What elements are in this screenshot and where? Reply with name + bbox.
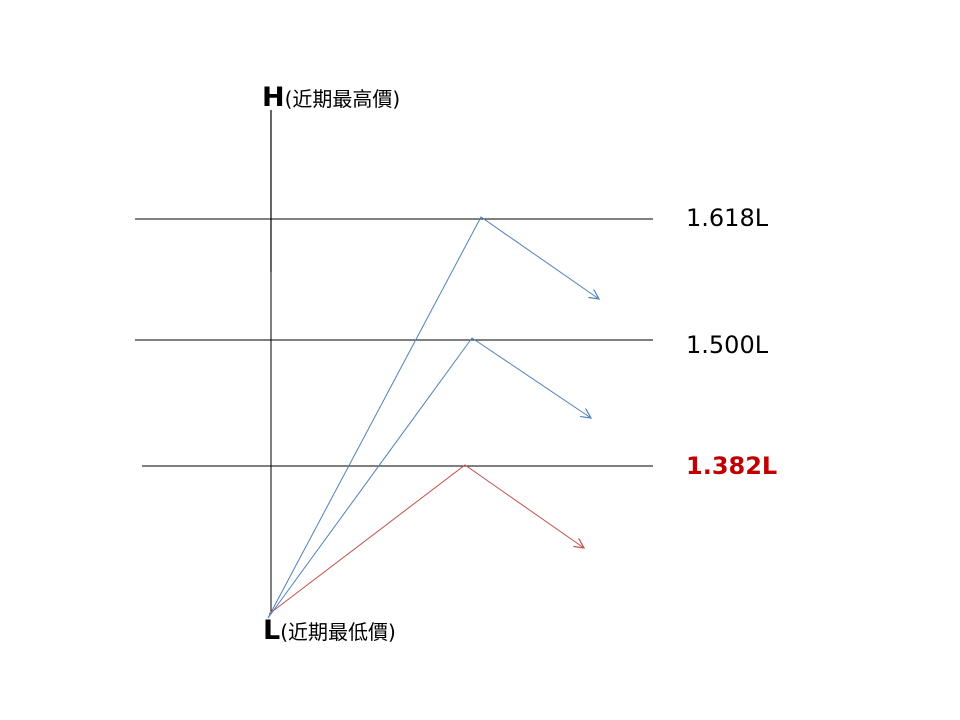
- high-letter: H: [262, 82, 285, 113]
- arrow-path-1382: [268, 464, 584, 615]
- low-text: (近期最低價): [280, 620, 396, 644]
- high-price-label: H(近期最高價): [262, 84, 400, 111]
- level-label-1382: 1.382L: [686, 452, 778, 480]
- level-label-1618: 1.618L: [686, 204, 769, 232]
- low-price-label: L(近期最低價): [263, 617, 396, 644]
- high-text: (近期最高價): [284, 87, 401, 111]
- low-letter: L: [263, 615, 281, 646]
- arrow-path-1500: [267, 337, 591, 619]
- arrow-path-1618: [267, 216, 599, 619]
- level-label-1500: 1.500L: [686, 331, 769, 359]
